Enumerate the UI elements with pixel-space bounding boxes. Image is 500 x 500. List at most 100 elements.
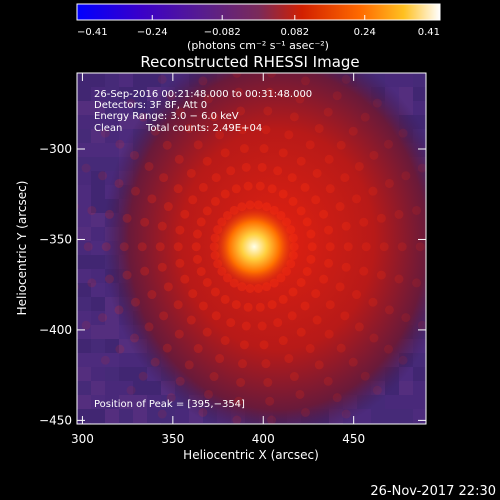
ray-blob <box>295 389 305 399</box>
background-cell <box>91 269 105 283</box>
background-cell <box>133 87 147 101</box>
background-cell <box>77 409 91 423</box>
ray-blob <box>361 242 371 252</box>
ray-blob <box>335 202 345 212</box>
ray-blob <box>341 262 351 272</box>
ray-blob <box>220 336 230 346</box>
background-cell <box>91 157 105 171</box>
annotation-energy-range: Energy Range: 3.0 − 6.0 keV <box>94 111 239 122</box>
ray-blob <box>259 144 269 154</box>
background-cell <box>91 311 105 325</box>
background-cell <box>77 339 91 353</box>
ray-blob <box>360 371 370 381</box>
ray-blob <box>202 156 212 166</box>
background-cell <box>413 73 426 87</box>
ray-blob <box>203 94 213 104</box>
ray-blob <box>157 221 167 231</box>
background-cell <box>231 423 245 424</box>
ray-blob <box>232 415 242 424</box>
ray-blob <box>278 336 288 346</box>
background-cell <box>91 213 105 227</box>
ray-blob <box>288 196 298 206</box>
background-cell <box>161 395 175 409</box>
ray-blob <box>319 209 329 219</box>
background-cell <box>77 255 91 269</box>
x-tick-label: 400 <box>252 432 275 446</box>
ray-blob <box>267 415 277 424</box>
background-cell <box>385 409 399 423</box>
ray-blob <box>417 163 426 173</box>
background-cell <box>77 115 91 129</box>
ray-blob <box>234 396 244 406</box>
ray-blob <box>336 140 346 150</box>
ray-blob <box>100 355 110 365</box>
ray-blob <box>288 287 298 297</box>
ray-blob <box>325 184 335 194</box>
ray-blob <box>173 184 183 194</box>
ray-blob <box>98 313 108 323</box>
ray-blob <box>210 196 220 206</box>
colorbar-tick-label: 0.41 <box>418 27 440 38</box>
background-cell <box>91 185 105 199</box>
ray-blob <box>130 186 140 196</box>
ray-blob <box>278 294 288 304</box>
ray-blob <box>368 297 378 307</box>
colorbar-tick-label: −0.082 <box>204 27 241 38</box>
ray-blob <box>198 76 208 86</box>
ray-blob <box>336 343 346 353</box>
footer-date: 26-Nov-2017 22:30 <box>370 484 496 499</box>
ray-blob <box>87 205 97 215</box>
ray-blob <box>115 344 125 354</box>
ray-blob <box>341 221 351 231</box>
ray-blob <box>115 139 125 149</box>
background-cell <box>91 409 105 423</box>
background-cell <box>77 143 91 157</box>
background-cell <box>385 423 399 424</box>
background-cell <box>147 423 161 424</box>
ray-blob <box>289 372 299 382</box>
ray-blob <box>98 171 108 181</box>
ray-blob <box>372 98 382 108</box>
ray-blob <box>238 125 248 135</box>
background-cell <box>105 87 119 101</box>
background-cell <box>413 87 426 101</box>
background-cell <box>119 73 133 87</box>
ray-blob <box>265 396 275 406</box>
ray-blob <box>368 186 378 196</box>
ray-blob <box>239 144 249 154</box>
background-cell <box>77 283 91 297</box>
background-cell <box>105 115 119 129</box>
ray-blob <box>138 112 148 122</box>
background-cell <box>119 381 133 395</box>
ray-blob <box>284 354 294 364</box>
background-cell <box>91 143 105 157</box>
ray-blob <box>325 242 335 252</box>
ray-blob <box>369 150 379 160</box>
background-cell <box>91 395 105 409</box>
background-cell <box>105 73 119 87</box>
ray-blob <box>175 107 185 117</box>
background-cell <box>77 213 91 227</box>
ray-blob <box>305 140 315 150</box>
background-cell <box>119 101 133 115</box>
ray-blob <box>430 282 439 291</box>
background-cell <box>77 185 91 199</box>
background-cell <box>91 199 105 213</box>
background-cell <box>105 381 119 395</box>
ray-blob <box>198 407 208 417</box>
ray-blob <box>352 194 362 204</box>
ray-blob <box>126 385 136 395</box>
ray-blob <box>211 173 221 183</box>
ray-blob <box>267 184 277 194</box>
ray-blob <box>202 277 212 287</box>
ray-blob <box>184 360 194 370</box>
ray-blob <box>100 128 110 138</box>
ray-blob <box>166 393 176 403</box>
ray-blob <box>162 140 172 150</box>
colorbar: −0.41 −0.24 −0.082 0.082 0.24 0.41 (photons c… <box>76 3 441 52</box>
ray-blob <box>215 130 225 140</box>
background-cell <box>189 423 203 424</box>
background-cell <box>385 395 399 409</box>
ray-blob <box>220 148 230 158</box>
background-cell <box>147 73 161 87</box>
